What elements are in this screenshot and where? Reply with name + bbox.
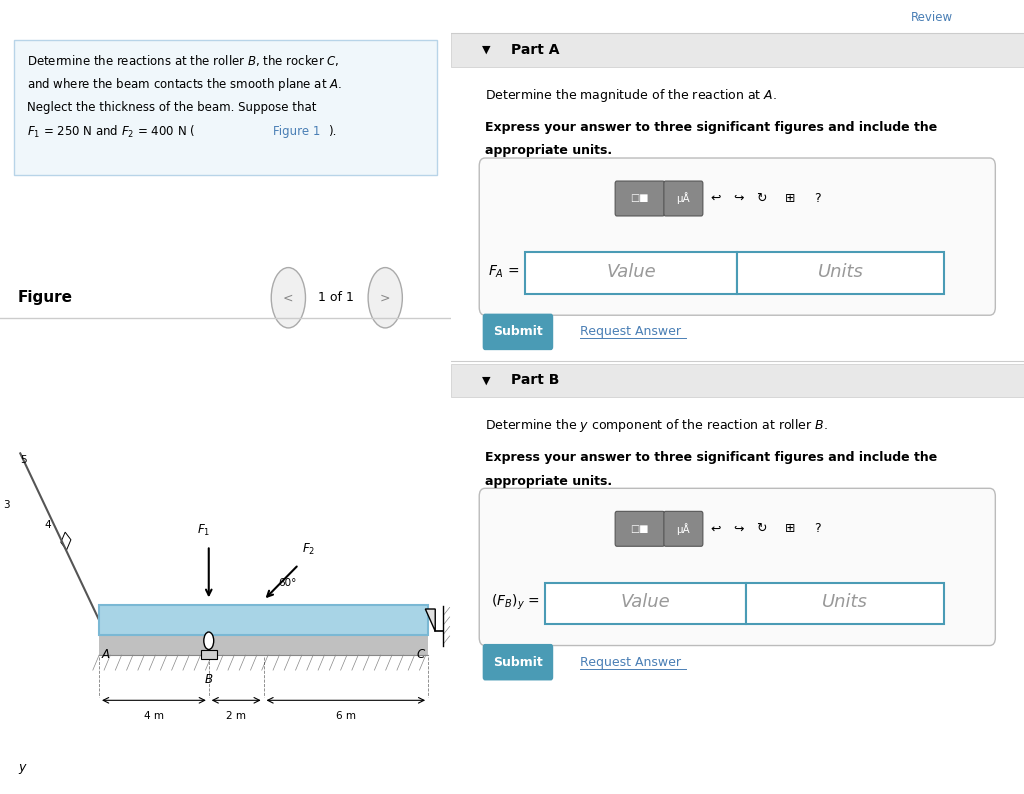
FancyBboxPatch shape: [13, 40, 437, 175]
Circle shape: [271, 268, 305, 328]
FancyBboxPatch shape: [615, 181, 665, 216]
Text: ↻: ↻: [756, 192, 767, 205]
Text: 6 m: 6 m: [336, 711, 355, 721]
Text: ?: ?: [814, 522, 821, 535]
Text: Determine the $y$ component of the reaction at roller $B$.: Determine the $y$ component of the react…: [485, 417, 827, 434]
Text: ▼: ▼: [482, 45, 490, 55]
Text: $(F_B)_y$ =: $(F_B)_y$ =: [490, 592, 540, 611]
Text: ↩: ↩: [711, 192, 721, 205]
Bar: [451, 33, 1024, 67]
Text: Units: Units: [822, 593, 867, 611]
Text: $F_A$ =: $F_A$ =: [487, 264, 519, 279]
Text: Part A: Part A: [511, 43, 559, 57]
Text: Units: Units: [817, 263, 863, 280]
Text: ↻: ↻: [756, 522, 767, 535]
Text: 2 m: 2 m: [226, 711, 246, 721]
FancyBboxPatch shape: [479, 488, 995, 646]
Text: Review: Review: [911, 11, 953, 24]
Text: 1 of 1: 1 of 1: [317, 291, 353, 304]
Text: Request Answer: Request Answer: [580, 656, 681, 669]
FancyBboxPatch shape: [664, 181, 702, 216]
Circle shape: [368, 268, 402, 328]
Bar: [451, 364, 1024, 397]
Bar: [201, 650, 217, 659]
Text: 5: 5: [20, 455, 28, 464]
Text: 3: 3: [3, 500, 10, 510]
FancyBboxPatch shape: [745, 583, 944, 624]
FancyBboxPatch shape: [545, 583, 745, 624]
Text: ⊞: ⊞: [784, 192, 796, 205]
Text: Determine the reactions at the roller $B$, the rocker $C$,: Determine the reactions at the roller $B…: [27, 53, 340, 67]
Text: $A$: $A$: [101, 648, 112, 661]
Text: ↪: ↪: [733, 522, 743, 535]
Text: $C$: $C$: [416, 648, 426, 661]
Text: appropriate units.: appropriate units.: [485, 145, 612, 157]
Text: ?: ?: [814, 192, 821, 205]
Text: □■: □■: [631, 524, 649, 534]
Text: μÅ: μÅ: [677, 523, 690, 534]
FancyBboxPatch shape: [482, 314, 553, 350]
Text: appropriate units.: appropriate units.: [485, 475, 612, 488]
Text: Submit: Submit: [494, 656, 543, 669]
Text: <: <: [283, 291, 294, 304]
Text: Determine the magnitude of the reaction at $A$.: Determine the magnitude of the reaction …: [485, 87, 777, 104]
Text: Figure 1: Figure 1: [272, 125, 319, 138]
FancyBboxPatch shape: [525, 252, 737, 294]
Bar: [99, 605, 428, 635]
Text: Figure: Figure: [18, 291, 73, 305]
Text: Part B: Part B: [511, 373, 559, 387]
Text: $B$: $B$: [204, 673, 213, 686]
Text: 4 m: 4 m: [144, 711, 164, 721]
Text: μÅ: μÅ: [677, 193, 690, 204]
Text: ).: ).: [328, 125, 336, 138]
Text: ↪: ↪: [733, 192, 743, 205]
FancyBboxPatch shape: [479, 158, 995, 315]
Text: $F_2$: $F_2$: [302, 542, 315, 557]
Text: Value: Value: [606, 263, 656, 280]
Circle shape: [204, 632, 214, 649]
Text: Submit: Submit: [494, 326, 543, 338]
Text: ⊞: ⊞: [784, 522, 796, 535]
Text: □■: □■: [631, 194, 649, 203]
Text: Value: Value: [621, 593, 671, 611]
Text: >: >: [380, 291, 390, 304]
Text: $F_1$: $F_1$: [197, 522, 210, 538]
Text: Request Answer: Request Answer: [580, 326, 681, 338]
Text: Neglect the thickness of the beam. Suppose that: Neglect the thickness of the beam. Suppo…: [27, 102, 316, 114]
FancyBboxPatch shape: [664, 511, 702, 546]
Text: ▼: ▼: [482, 376, 490, 385]
Text: and where the beam contacts the smooth plane at $A$.: and where the beam contacts the smooth p…: [27, 75, 342, 93]
Text: 60°: 60°: [278, 578, 296, 588]
FancyBboxPatch shape: [737, 252, 944, 294]
Text: Express your answer to three significant figures and include the: Express your answer to three significant…: [485, 121, 937, 133]
FancyBboxPatch shape: [615, 511, 665, 546]
Polygon shape: [425, 609, 435, 631]
Text: Express your answer to three significant figures and include the: Express your answer to three significant…: [485, 451, 937, 464]
FancyBboxPatch shape: [482, 644, 553, 680]
Text: $F_1$ = 250 N and $F_2$ = 400 N (: $F_1$ = 250 N and $F_2$ = 400 N (: [27, 124, 196, 140]
Bar: [99, 634, 428, 655]
Text: ↩: ↩: [711, 522, 721, 535]
Text: $y$: $y$: [18, 761, 28, 776]
Text: 4: 4: [44, 520, 50, 530]
